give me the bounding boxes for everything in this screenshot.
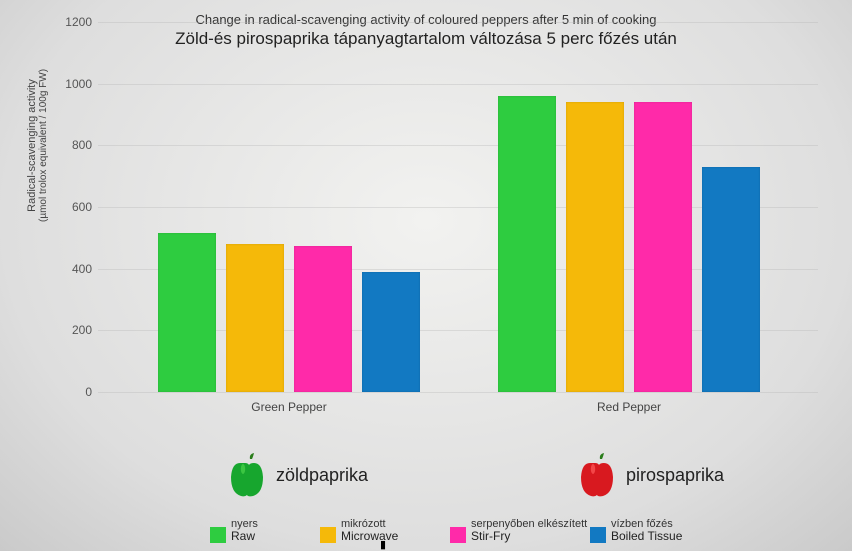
legend-swatch-raw	[210, 527, 226, 543]
bar-green-raw	[158, 233, 216, 392]
green-pepper-label: zöldpaprika	[230, 453, 368, 497]
legend-label-en: Microwave	[341, 530, 398, 543]
legend-item-boiled: vízben főzésBoiled Tissue	[590, 518, 682, 543]
legend-label-hu: vízben főzés	[611, 518, 682, 530]
grid-line	[98, 145, 818, 146]
grid-line	[98, 22, 818, 23]
legend-swatch-boiled	[590, 527, 606, 543]
y-axis-label-line1: Radical-scavenging activity	[26, 79, 38, 212]
red-pepper-text-hu: pirospaprika	[626, 465, 724, 486]
bar-red-stirfry	[634, 102, 692, 392]
y-axis-label-line2: (µmol trolox equivalent / 100g FW)	[38, 69, 49, 222]
y-tick-label: 400	[56, 262, 92, 276]
bar-red-microwave	[566, 102, 624, 392]
legend-label-en: Boiled Tissue	[611, 530, 682, 543]
green-pepper-icon	[230, 453, 270, 497]
legend-item-stirfry: serpenyőben elkészítettStir-Fry	[450, 518, 587, 543]
group-label-green: Green Pepper	[251, 400, 326, 414]
legend-label-hu: nyers	[231, 518, 258, 530]
y-tick-label: 0	[56, 385, 92, 399]
y-tick-label: 800	[56, 138, 92, 152]
bar-green-stirfry	[294, 246, 352, 392]
legend-label-en: Raw	[231, 530, 258, 543]
grid-line	[98, 84, 818, 85]
legend-item-microwave: mikrózottMicrowave	[320, 518, 398, 543]
red-pepper-label: pirospaprika	[580, 453, 724, 497]
legend-swatch-microwave	[320, 527, 336, 543]
bottom-labels: zöldpaprika pirospaprika nyersRaw mikrózo…	[0, 441, 852, 551]
legend-label-en: Stir-Fry	[471, 530, 587, 543]
legend-label-hu: serpenyőben elkészített	[471, 518, 587, 530]
bar-red-boiled	[702, 167, 760, 392]
y-tick-label: 1000	[56, 77, 92, 91]
legend-item-raw: nyersRaw	[210, 518, 258, 543]
plot-region: 020040060080010001200Green PepperRed Pep…	[98, 22, 818, 432]
y-tick-label: 1200	[56, 15, 92, 29]
group-label-red: Red Pepper	[597, 400, 661, 414]
y-tick-label: 200	[56, 323, 92, 337]
legend: nyersRaw mikrózottMicrowave serpenyőben el…	[210, 499, 730, 543]
green-pepper-text-hu: zöldpaprika	[276, 465, 368, 486]
cursor-caret-icon: ▮	[380, 538, 386, 551]
bar-red-raw	[498, 96, 556, 392]
bar-green-boiled	[362, 272, 420, 392]
bar-green-microwave	[226, 244, 284, 392]
y-tick-label: 600	[56, 200, 92, 214]
grid-line	[98, 392, 818, 393]
chart-area: Radical-scavenging activity (µmol trolox…	[40, 22, 840, 442]
legend-swatch-stirfry	[450, 527, 466, 543]
red-pepper-icon	[580, 453, 620, 497]
y-axis-label: Radical-scavenging activity (µmol trolox…	[26, 69, 49, 222]
legend-label-hu: mikrózott	[341, 518, 398, 530]
